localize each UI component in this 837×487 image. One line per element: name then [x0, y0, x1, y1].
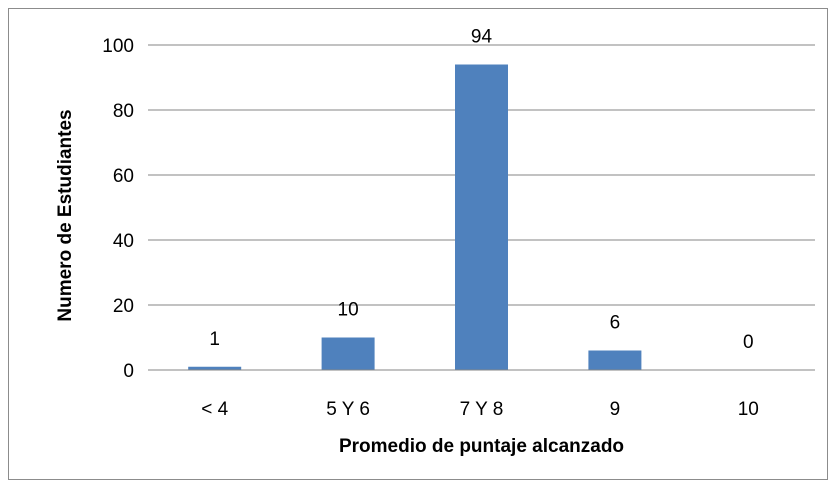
y-tick-label: 100: [102, 36, 134, 57]
x-tick-label: 9: [610, 399, 621, 420]
y-tick-label: 20: [113, 296, 134, 317]
x-tick-label: < 4: [201, 399, 228, 420]
y-axis-ticks: 0 20 40 60 80 100: [102, 36, 134, 382]
y-tick-label: 40: [113, 231, 134, 252]
chart-frame: [8, 8, 828, 480]
y-axis-title: Numero de Estudiantes: [55, 109, 76, 321]
data-label: 10: [338, 300, 359, 321]
x-tick-label: 7 Y 8: [460, 399, 504, 420]
data-labels: 1 10 94 6 0: [209, 27, 753, 354]
x-tick-label: 5 Y 6: [326, 399, 370, 420]
data-label: 1: [209, 329, 220, 350]
data-label: 94: [471, 27, 493, 48]
data-label: 0: [743, 332, 754, 353]
x-axis-title: Promedio de puntaje alcanzado: [339, 436, 624, 457]
data-label: 6: [610, 313, 621, 334]
bars: [188, 64, 642, 370]
y-tick-label: 60: [113, 166, 134, 187]
bar: [455, 64, 508, 370]
bar: [321, 337, 375, 370]
x-axis-ticks: < 4 5 Y 6 7 Y 8 9 10: [201, 399, 759, 420]
bar: [588, 350, 642, 370]
x-tick-label: 10: [738, 399, 759, 420]
y-tick-label: 0: [123, 361, 134, 382]
bar: [188, 366, 242, 370]
y-tick-label: 80: [113, 101, 134, 122]
